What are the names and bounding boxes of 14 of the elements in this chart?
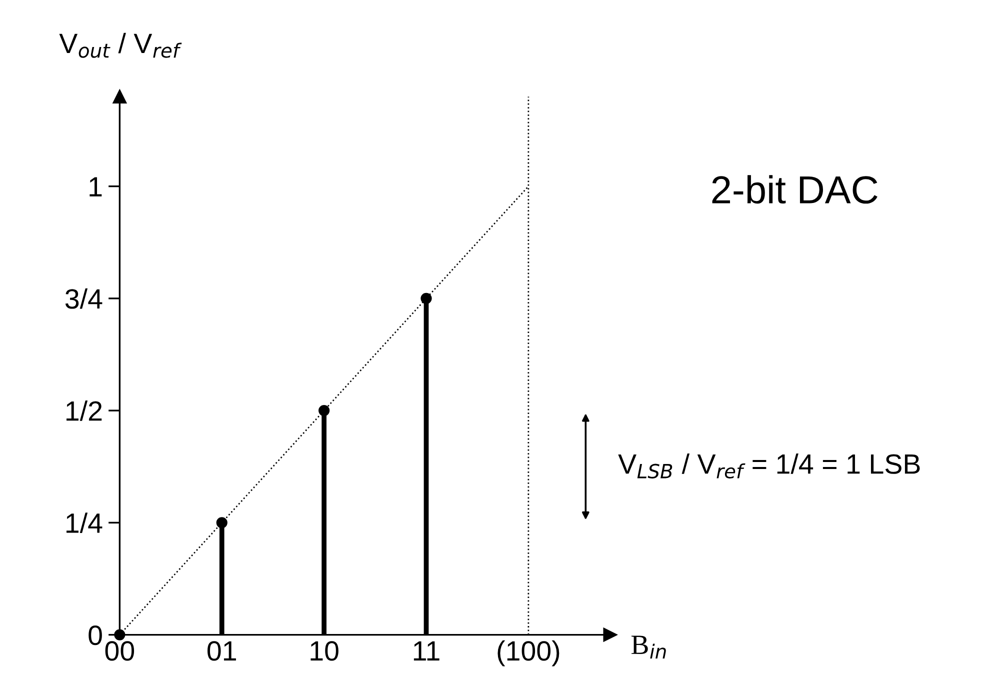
y-tick-label: 1/4 [66,512,102,534]
y-tick-label: 0 [88,625,102,646]
y-tick-label: 3/4 [65,288,102,309]
y-axis-title: V$_{out}$ / V$_{ref}$ [59,32,182,58]
x-tick-label: 00 [105,641,134,661]
x-tick-label: (100) [498,640,560,666]
x-tick-label: 01 [208,641,236,661]
x-axis-title: B$_{in}$ [631,636,666,658]
x-tick-label: 10 [310,641,338,661]
y-tick-label: 1 [90,177,102,196]
text: V$_{LSB}$ / V$_{ref}$ = 1/4 = 1 LSB [618,454,920,478]
y-tick-label: 1/2 [66,400,102,421]
x-tick-label: 11 [414,641,440,660]
text: 2-bit DAC [712,175,878,204]
